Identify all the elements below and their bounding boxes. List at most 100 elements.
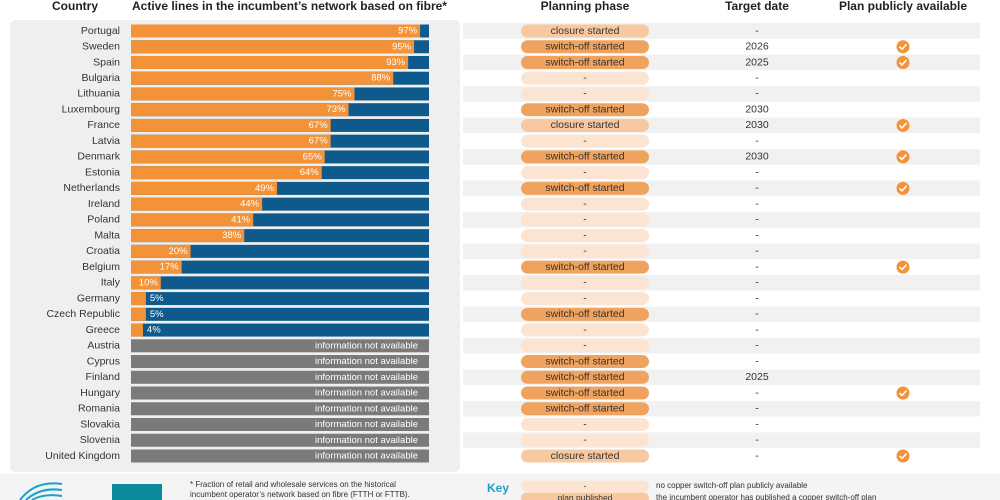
header: Active lines in the incumbent’s network …	[132, 0, 447, 13]
bar-label: 38%	[222, 230, 242, 241]
country: Poland	[87, 214, 120, 226]
phase: -	[583, 214, 587, 226]
phase: closure started	[551, 25, 620, 37]
bar-label: 20%	[169, 246, 189, 257]
bar	[131, 213, 254, 227]
country: Estonia	[85, 166, 120, 178]
bar	[131, 292, 146, 306]
country: Ireland	[88, 198, 120, 210]
bar-track	[131, 244, 429, 258]
target: -	[755, 229, 759, 241]
country: Sweden	[82, 41, 120, 53]
key-swatch: plan published	[558, 492, 613, 500]
bar	[131, 24, 421, 38]
phase-pill	[521, 370, 649, 384]
country: Italy	[101, 277, 121, 289]
country: United Kingdom	[45, 450, 120, 462]
phase-pill	[521, 276, 649, 290]
target: -	[755, 182, 759, 194]
check-icon	[896, 386, 910, 400]
country: Portugal	[81, 25, 120, 37]
bar-na	[131, 339, 429, 353]
bar	[131, 323, 143, 337]
bar	[131, 229, 245, 243]
bar-label: 10%	[139, 277, 159, 288]
phase-pill	[521, 150, 649, 164]
logo-box	[112, 484, 162, 500]
bar	[131, 276, 161, 290]
target: -	[755, 166, 759, 178]
bar-label: 93%	[386, 57, 406, 68]
country: Belgium	[82, 261, 120, 273]
target: -	[755, 340, 759, 352]
phase-pill	[521, 244, 649, 258]
bar-track	[131, 307, 429, 321]
bar	[131, 55, 409, 69]
phase-pill	[521, 433, 649, 447]
header: Country	[52, 0, 98, 13]
phase: switch-off started	[545, 41, 624, 53]
country: France	[87, 119, 120, 131]
key-text: no copper switch-off plan publicly avail…	[656, 481, 808, 490]
bar-label: 65%	[303, 151, 323, 162]
check-icon	[896, 40, 910, 54]
check-icon	[896, 181, 910, 195]
header: Plan publicly available	[839, 0, 967, 13]
phase-pill	[521, 87, 649, 101]
phase: switch-off started	[545, 355, 624, 367]
logo	[19, 482, 63, 500]
bar-na	[131, 449, 429, 463]
phase: switch-off started	[545, 103, 624, 115]
target: -	[755, 214, 759, 226]
phase-pill	[521, 71, 649, 85]
phase-pill	[521, 229, 649, 243]
target: -	[755, 308, 759, 320]
bar-track	[131, 323, 429, 337]
phase-pill	[521, 166, 649, 180]
bar-label: 5%	[150, 293, 164, 304]
phase: -	[583, 229, 587, 241]
bar-label: 64%	[300, 167, 320, 178]
phase-pill	[521, 292, 649, 306]
country: Greece	[86, 324, 121, 336]
na-label: information not available	[315, 388, 418, 399]
check-icon	[896, 449, 910, 463]
phase-pill	[521, 118, 649, 132]
target: -	[755, 418, 759, 430]
phase: switch-off started	[545, 371, 624, 383]
footnote: incumbent operator’s network based on fi…	[190, 490, 410, 499]
check-icon	[896, 55, 910, 69]
phase-pill	[521, 24, 649, 38]
country: Slovenia	[80, 434, 120, 446]
bar-label: 73%	[327, 104, 347, 115]
na-label: information not available	[315, 340, 418, 351]
phase-pill	[521, 418, 649, 431]
target: -	[755, 245, 759, 257]
phase: -	[583, 418, 587, 430]
bar-label: 88%	[371, 73, 391, 84]
bar-na	[131, 418, 429, 431]
country: Denmark	[77, 151, 120, 163]
bar	[131, 244, 191, 258]
phase: closure started	[551, 450, 620, 462]
target: 2030	[745, 119, 769, 131]
bar-label: 75%	[332, 88, 352, 99]
target: -	[755, 292, 759, 304]
header: Planning phase	[541, 0, 630, 13]
phase: -	[583, 72, 587, 84]
key-title: Key	[487, 481, 509, 495]
phase: switch-off started	[545, 151, 624, 163]
phase-pill	[521, 181, 649, 195]
bar-label: 44%	[240, 199, 260, 210]
bar-track	[131, 260, 429, 274]
target: 2025	[745, 371, 769, 383]
header: Target date	[725, 0, 789, 13]
target: 2026	[745, 41, 769, 53]
phase: switch-off started	[545, 261, 624, 273]
bar	[131, 71, 394, 85]
target: -	[755, 387, 759, 399]
key-pill	[521, 480, 649, 492]
bar-label: 4%	[147, 325, 161, 336]
footer-band	[0, 474, 1000, 500]
target: -	[755, 403, 759, 415]
